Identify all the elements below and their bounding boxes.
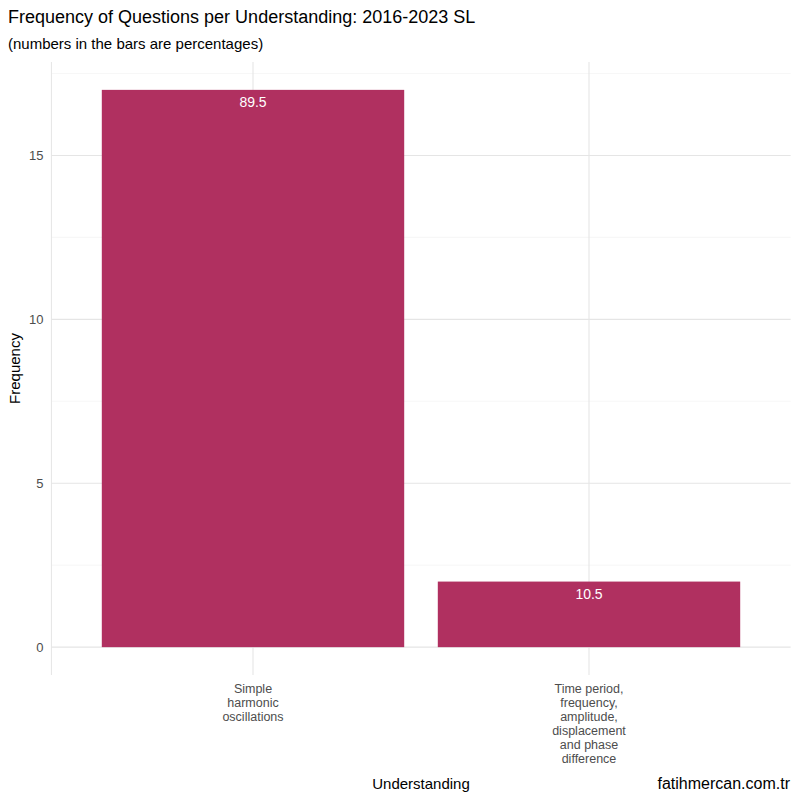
subtitle: (numbers in the bars are percentages)	[8, 35, 263, 52]
bars	[102, 90, 740, 647]
y-tick-label: 5	[36, 476, 43, 491]
y-tick-label: 10	[29, 312, 43, 327]
x-tick-label: Simpleharmonicoscillations	[222, 682, 283, 724]
title: Frequency of Questions per Understanding…	[8, 7, 475, 27]
x-tick-line: oscillations	[222, 710, 283, 724]
x-tick-label: Time period,frequency,amplitude,displace…	[552, 682, 626, 766]
bar	[102, 90, 404, 647]
x-tick-line: amplitude,	[560, 710, 618, 724]
x-tick-line: Time period,	[554, 682, 623, 696]
chart-root: 89.5 10.5 0 5 10 15 Simpleharmonicoscillations…	[0, 0, 800, 800]
y-tick-label: 0	[36, 640, 43, 655]
x-tick-line: harmonic	[227, 696, 278, 710]
percentage-label: 10.5	[575, 586, 602, 602]
y-axis-label: Frequency	[6, 333, 23, 404]
y-tick-label: 15	[29, 148, 43, 163]
chart-svg: 89.5 10.5 0 5 10 15 Simpleharmonicoscillations…	[0, 0, 800, 800]
bar	[438, 582, 740, 648]
x-tick-line: frequency,	[560, 696, 617, 710]
x-tick-line: and phase	[560, 738, 618, 752]
x-tick-line: displacement	[552, 724, 626, 738]
caption: fatihmercan.com.tr	[658, 775, 791, 792]
y-axis-line	[51, 62, 52, 675]
percentage-label: 89.5	[239, 94, 266, 110]
x-tick-line: difference	[562, 752, 617, 766]
minor-grid-line	[51, 73, 790, 74]
x-tick-line: Simple	[234, 682, 272, 696]
x-axis-label: Understanding	[372, 775, 470, 792]
